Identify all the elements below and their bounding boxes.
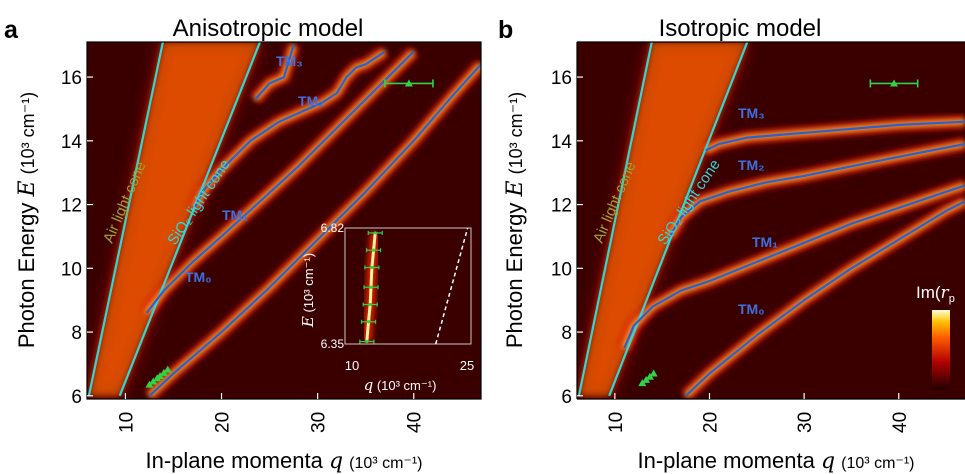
mode-line-tm0 bbox=[148, 63, 481, 397]
inset-data-point bbox=[370, 265, 374, 270]
panel-a-tm1-label: TM₁ bbox=[222, 207, 248, 223]
sio2-light-cone-line bbox=[118, 42, 262, 397]
x-tick-label: 30 bbox=[795, 412, 816, 433]
panel-a-y-axis-label: Photon Energy E (10³ cm⁻¹) bbox=[14, 92, 40, 348]
panel-b-experimental-points bbox=[638, 79, 919, 387]
experimental-point bbox=[649, 369, 658, 377]
inset-data-point bbox=[373, 231, 377, 235]
inset-data-point bbox=[371, 248, 376, 252]
y-tick-label: 6 bbox=[71, 387, 82, 408]
y-tick-label: 12 bbox=[551, 196, 572, 217]
y-tick-label: 12 bbox=[61, 196, 82, 217]
panel-a-tm2-label: TM₂ bbox=[298, 93, 324, 109]
y-tick-label: 8 bbox=[561, 323, 572, 344]
panel-a-x-ticks: 10 20 30 40 bbox=[116, 393, 426, 433]
panel-b-x-axis-label: In-plane momenta q (10³ cm⁻¹) bbox=[638, 448, 915, 474]
mode-line-tm3 bbox=[254, 44, 295, 101]
x-tick-label: 30 bbox=[309, 412, 330, 433]
y-tick-label: 16 bbox=[61, 68, 82, 89]
panel-b-y-ticks: 6 8 10 12 14 16 bbox=[551, 68, 583, 408]
panel-b-title: Isotropic model bbox=[659, 15, 822, 42]
panel-a-tm0-label: TM₀ bbox=[185, 269, 212, 285]
y-tick-label: 6 bbox=[561, 387, 572, 408]
inset-data-point bbox=[366, 320, 371, 324]
panel-b-y-axis-label: Photon Energy E (10³ cm⁻¹) bbox=[502, 92, 528, 348]
panel-a-light-cones bbox=[87, 42, 262, 397]
sio2-light-cone-line bbox=[608, 42, 749, 397]
panel-b-letter: b bbox=[498, 16, 513, 44]
colorbar: Im(rp bbox=[916, 283, 955, 390]
panel-a-title: Anisotropic model bbox=[173, 15, 364, 42]
panel-a-x-axis-label: In-plane momenta q (10³ cm⁻¹) bbox=[146, 448, 423, 474]
panel-a-modes bbox=[145, 44, 481, 397]
inset-data-point bbox=[369, 285, 373, 289]
inset-data-point bbox=[368, 302, 372, 307]
heatmap-cone-core bbox=[88, 42, 261, 396]
x-tick-label: 10 bbox=[116, 412, 137, 433]
inset-content bbox=[359, 228, 469, 344]
panel-a-y-ticks: 6 8 10 12 14 16 bbox=[61, 68, 93, 408]
panel-a-frame bbox=[86, 41, 482, 400]
experimental-point bbox=[149, 377, 158, 385]
panel-b-light-cones bbox=[577, 42, 749, 397]
y-tick-label: 10 bbox=[551, 259, 572, 280]
panel-b-tm3-label: TM₃ bbox=[738, 105, 765, 121]
air-light-cone-line bbox=[577, 42, 653, 397]
mode-line-tm1 bbox=[623, 184, 965, 349]
y-tick-label: 10 bbox=[61, 259, 82, 280]
panel-b-tm2-label: TM₂ bbox=[738, 157, 764, 173]
panel-b-modes bbox=[623, 120, 965, 397]
x-tick-label: 20 bbox=[700, 412, 721, 433]
experimental-point bbox=[159, 368, 168, 376]
mode-line-tm1 bbox=[145, 50, 415, 314]
y-tick-label: 16 bbox=[551, 68, 572, 89]
inset-dashed-line bbox=[434, 228, 469, 344]
experimental-point bbox=[163, 365, 172, 373]
colorbar-gradient bbox=[932, 310, 950, 390]
heatmap-cone-core bbox=[578, 42, 748, 396]
mode-line-tm2 bbox=[668, 142, 965, 237]
experimental-point bbox=[156, 372, 165, 380]
panel-a-tm3-label: TM₃ bbox=[276, 53, 303, 69]
inset-ytick-bottom: 6.35 bbox=[321, 337, 345, 351]
y-tick-label: 8 bbox=[71, 323, 82, 344]
colorbar-label: Im(rp bbox=[916, 283, 955, 305]
inset-xtick-right: 25 bbox=[460, 358, 474, 373]
panel-a-inset: 6.82 6.35 10 25 q (10³ cm⁻¹) E (10³ cm⁻¹… bbox=[299, 221, 474, 394]
y-tick-label: 14 bbox=[551, 132, 573, 153]
inset-data-point bbox=[365, 339, 369, 344]
mode-line-tm2 bbox=[193, 50, 386, 209]
error-bar-marker bbox=[404, 79, 413, 87]
experimental-point bbox=[145, 380, 154, 388]
inset-ytick-top: 6.82 bbox=[321, 221, 345, 235]
inset-xtick-left: 10 bbox=[345, 358, 359, 373]
panel-a-letter: a bbox=[4, 16, 19, 44]
panel-a-experimental-points bbox=[145, 79, 434, 388]
mode-line-tm0 bbox=[685, 200, 965, 397]
x-tick-label: 10 bbox=[606, 412, 627, 433]
x-tick-label: 40 bbox=[890, 412, 911, 433]
y-tick-label: 14 bbox=[61, 132, 83, 153]
panel-b-tm0-label: TM₀ bbox=[738, 301, 765, 317]
panel-a: a Anisotropic model 10 20 30 40 6810121416 … bbox=[4, 15, 482, 474]
panel-b-x-ticks: 10 20 30 40 bbox=[606, 393, 911, 433]
x-tick-label: 40 bbox=[405, 412, 426, 433]
error-bar-marker bbox=[890, 79, 899, 87]
x-tick-label: 20 bbox=[213, 412, 234, 433]
panel-b-tm1-label: TM₁ bbox=[752, 234, 778, 250]
air-light-cone-line bbox=[87, 42, 164, 397]
inset-x-axis-label: q (10³ cm⁻¹) bbox=[364, 376, 437, 394]
inset-y-axis-label: E (10³ cm⁻¹) bbox=[299, 253, 317, 328]
mode-line-tm3 bbox=[705, 120, 965, 152]
